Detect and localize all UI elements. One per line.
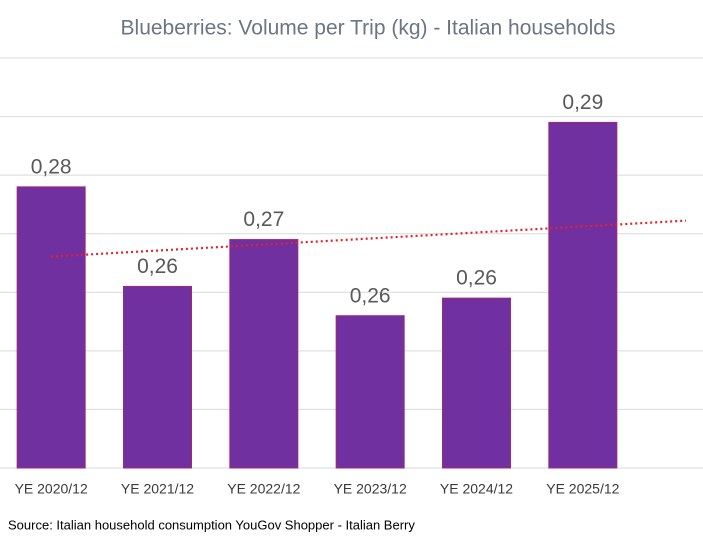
trendline [51, 219, 687, 258]
x-tick-label: YE 2021/12 [121, 481, 194, 497]
bar [442, 297, 511, 469]
x-tick-label: YE 2025/12 [546, 481, 619, 497]
x-tick-label: YE 2022/12 [227, 481, 300, 497]
bar [335, 315, 405, 469]
x-tick-label: YE 2024/12 [440, 481, 513, 497]
bar [16, 186, 86, 469]
data-label: 0,27 [243, 208, 284, 231]
data-label: 0,28 [31, 155, 72, 178]
chart-title: Blueberries: Volume per Trip (kg) - Ital… [121, 17, 616, 40]
x-tick-label: YE 2023/12 [334, 481, 407, 497]
bar [229, 239, 299, 469]
bar [123, 285, 192, 469]
data-label: 0,29 [562, 91, 603, 114]
x-tick-label: YE 2020/12 [15, 481, 88, 497]
source-note: Source: Italian household consumption Yo… [8, 517, 415, 532]
data-label: 0,26 [456, 267, 497, 290]
bar [548, 121, 618, 469]
data-label: 0,26 [137, 255, 178, 278]
data-label: 0,26 [350, 284, 391, 307]
